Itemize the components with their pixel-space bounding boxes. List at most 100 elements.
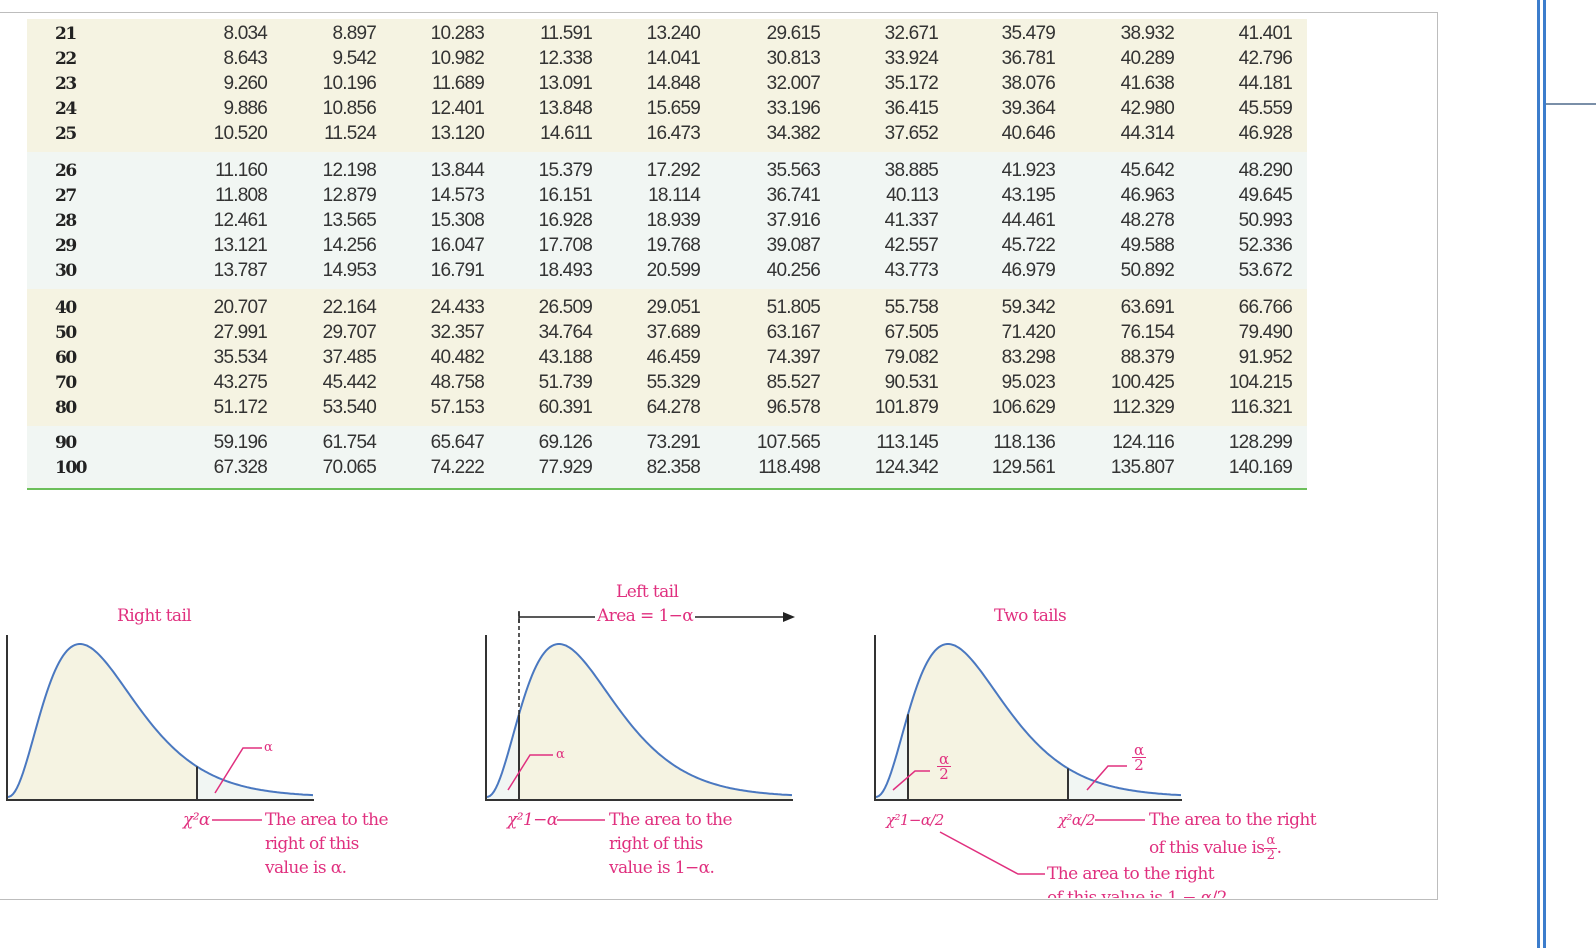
table-row: 40 20.707 22.164 24.433 26.509 29.051 51.805 55… — [27, 295, 1307, 320]
value-cell: 107.565 — [756, 431, 821, 453]
value-cell: 34.382 — [766, 122, 821, 144]
chi-square-critical-values-table: 21 8.034 8.897 10.283 11.591 13.240 29.615 32.6… — [27, 19, 1307, 490]
value-cell: 76.154 — [1120, 321, 1175, 343]
value-cell: 39.087 — [766, 234, 821, 256]
value-cell: 12.879 — [322, 184, 377, 206]
window-edge-border — [1537, 0, 1540, 948]
table-row: 21 8.034 8.897 10.283 11.591 13.240 29.615 32.6… — [27, 21, 1307, 46]
value-cell: 22.164 — [322, 296, 377, 318]
fraction-denominator: 2 — [939, 765, 949, 783]
value-cell: 16.473 — [646, 122, 701, 144]
df-cell: 25 — [55, 123, 77, 144]
table-row: 70 43.275 45.442 48.758 51.739 55.329 85.527 90… — [27, 370, 1307, 395]
value-cell: 40.113 — [886, 184, 939, 206]
value-cell: 63.691 — [1120, 296, 1175, 318]
two-tails-area-fill — [908, 644, 1068, 800]
value-cell: 13.120 — [430, 122, 485, 144]
value-cell: 79.490 — [1238, 321, 1293, 343]
df-cell: 90 — [55, 432, 77, 453]
value-cell: 43.195 — [1001, 184, 1056, 206]
value-cell: 10.196 — [322, 72, 377, 94]
value-cell: 37.916 — [766, 209, 821, 231]
value-cell: 34.764 — [538, 321, 593, 343]
row-group: 90 59.196 61.754 65.647 69.126 73.291 107.565 1… — [27, 426, 1307, 488]
left-tail-area-fill — [519, 644, 792, 800]
value-cell: 10.283 — [430, 22, 485, 44]
row-group: 40 20.707 22.164 24.433 26.509 29.051 51.805 55… — [27, 289, 1307, 426]
value-cell: 14.953 — [322, 259, 377, 281]
right-tail-area-fill — [197, 766, 313, 800]
value-cell: 16.928 — [538, 209, 593, 231]
value-cell: 50.993 — [1238, 209, 1293, 231]
value-cell: 9.260 — [223, 72, 267, 94]
value-cell: 74.222 — [430, 456, 485, 478]
right-tail-area-pointer — [214, 747, 262, 794]
value-cell: 77.929 — [538, 456, 593, 478]
left-tail-note-3: value is 1−α. — [609, 858, 715, 878]
value-cell: 41.638 — [1120, 72, 1175, 94]
value-cell: 33.196 — [766, 97, 821, 119]
value-cell: 45.642 — [1120, 159, 1175, 181]
value-cell: 59.342 — [1001, 296, 1056, 318]
value-cell: 40.256 — [766, 259, 821, 281]
value-cell: 10.856 — [322, 97, 377, 119]
value-cell: 38.885 — [884, 159, 939, 181]
value-cell: 16.791 — [430, 259, 485, 281]
value-cell: 32.671 — [884, 22, 939, 44]
value-cell: 20.599 — [646, 259, 701, 281]
value-cell: 63.167 — [766, 321, 821, 343]
value-cell: 55.329 — [646, 371, 701, 393]
df-cell: 21 — [55, 23, 77, 44]
table-row: 26 11.160 12.198 13.844 15.379 17.292 35.563 38… — [27, 158, 1307, 183]
table-row: 24 9.886 10.856 12.401 13.848 15.659 33.196 36.… — [27, 96, 1307, 121]
value-cell: 61.754 — [322, 431, 377, 453]
value-cell: 41.337 — [884, 209, 939, 231]
value-cell: 83.298 — [1001, 346, 1056, 368]
fraction-denominator: 2 — [1266, 848, 1275, 863]
value-cell: 17.292 — [646, 159, 701, 181]
df-cell: 40 — [55, 297, 77, 318]
two-tails-right-area-pointer — [1086, 765, 1127, 791]
value-cell: 91.952 — [1238, 346, 1293, 368]
value-cell: 46.928 — [1238, 122, 1293, 144]
value-cell: 33.924 — [884, 47, 939, 69]
value-cell: 9.886 — [223, 97, 267, 119]
value-cell: 67.505 — [884, 321, 939, 343]
two-tails-left-note-clip: The area to the right of this value is 1… — [1040, 862, 1440, 898]
value-cell: 27.991 — [213, 321, 268, 343]
value-cell: 129.561 — [991, 456, 1056, 478]
value-cell: 43.275 — [213, 371, 268, 393]
value-cell: 9.542 — [332, 47, 376, 69]
value-cell: 57.153 — [430, 396, 485, 418]
row-group: 26 11.160 12.198 13.844 15.379 17.292 35.563 38… — [27, 152, 1307, 289]
left-tail-density-curve — [485, 643, 793, 798]
table-row: 80 51.172 53.540 57.153 60.391 64.278 96.578 10… — [27, 395, 1307, 420]
right-tail-area-fill — [7, 644, 197, 800]
value-cell: 8.897 — [332, 22, 376, 44]
value-cell: 116.321 — [1230, 396, 1292, 418]
table-row: 30 13.787 14.953 16.791 18.493 20.599 40.256 43… — [27, 258, 1307, 283]
value-cell: 118.136 — [993, 431, 1055, 453]
value-cell: 12.401 — [430, 97, 485, 119]
value-cell: 124.116 — [1112, 431, 1174, 453]
value-cell: 13.091 — [538, 72, 593, 94]
value-cell: 96.578 — [766, 396, 821, 418]
left-tail-arrow-label: Area = 1−α — [595, 604, 696, 628]
value-cell: 38.076 — [1001, 72, 1056, 94]
value-cell: 42.980 — [1120, 97, 1175, 119]
value-cell: 12.338 — [538, 47, 593, 69]
df-cell: 60 — [55, 347, 77, 368]
value-cell: 50.892 — [1120, 259, 1175, 281]
value-cell: 49.588 — [1120, 234, 1175, 256]
value-cell: 101.879 — [874, 396, 939, 418]
value-cell: 112.329 — [1112, 396, 1174, 418]
right-tail-critical-value: χ²α — [183, 810, 210, 830]
df-cell: 26 — [55, 160, 77, 181]
table-row: 27 11.808 12.879 14.573 16.151 18.114 36.741 40… — [27, 183, 1307, 208]
two-tails-right-critical-value: χ²α/2 — [1058, 811, 1095, 829]
value-cell: 16.047 — [430, 234, 485, 256]
df-cell: 28 — [55, 210, 77, 231]
value-cell: 45.559 — [1238, 97, 1293, 119]
two-tails-left-note-1: The area to the right — [1047, 864, 1215, 884]
